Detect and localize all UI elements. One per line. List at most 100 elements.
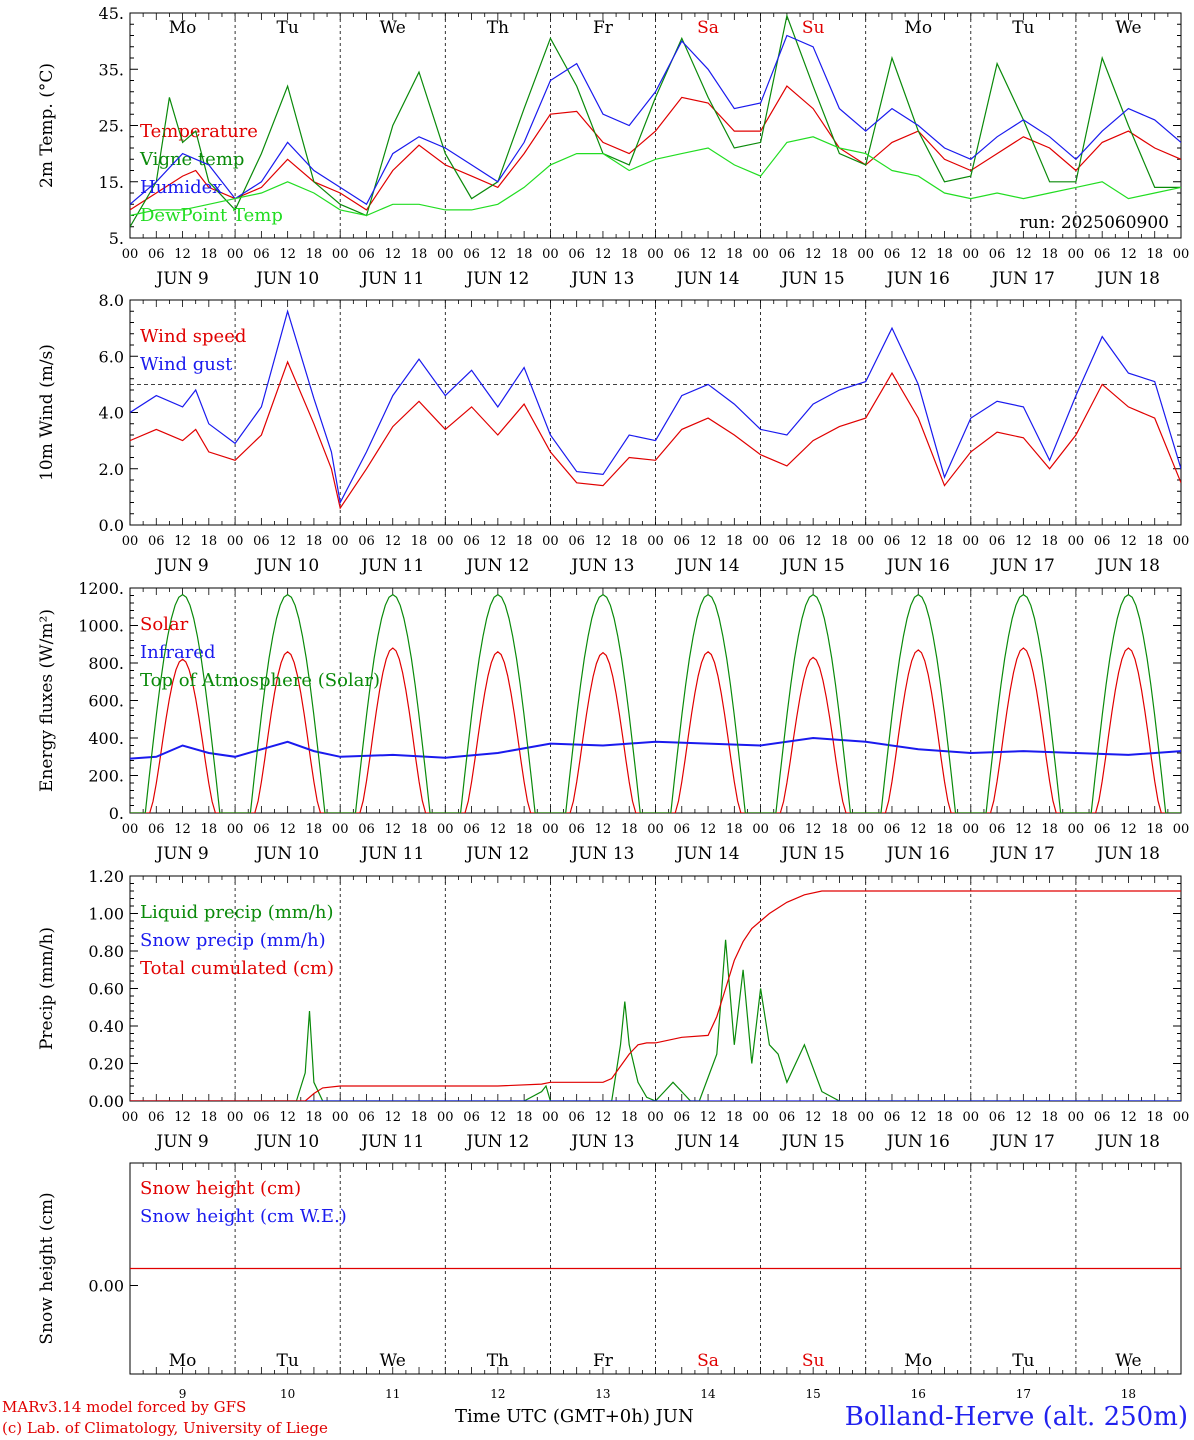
y-tick-label: 0.20 — [88, 1055, 124, 1074]
x-date-label: JUN 13 — [569, 269, 634, 289]
x-hour-label: 18 — [831, 1110, 848, 1125]
x-hour-label: 12 — [174, 1110, 191, 1125]
x-date-label: JUN 13 — [569, 844, 634, 864]
series-line-3 — [130, 136, 1181, 217]
x-hour-label: 06 — [779, 822, 796, 837]
panel-1: 5. 15. 25. 35. 45. 2m Temp. (°C) 00 06 12 18 00 06 1… — [37, 4, 1189, 289]
x-hour-label: 06 — [358, 247, 375, 262]
x-date-label: JUN 16 — [885, 269, 950, 289]
x-hour-label: 06 — [674, 534, 691, 549]
x-hour-label: 00 — [1068, 247, 1085, 262]
x-hour-label: 06 — [358, 1110, 375, 1125]
x-hour-label: 00 — [963, 1110, 980, 1125]
x-hour-label: 18 — [621, 247, 638, 262]
x-hour-label: 00 — [857, 247, 874, 262]
x-hour-label: 12 — [384, 1110, 401, 1125]
y-tick-label: 0.60 — [88, 980, 124, 999]
series-line-0 — [130, 85, 1181, 211]
x-hour-label: 18 — [411, 1110, 428, 1125]
x-hour-label: 00 — [122, 247, 139, 262]
x-hour-label: 00 — [1173, 1110, 1190, 1125]
x-date-label: JUN 10 — [254, 1132, 319, 1152]
x-hour-label: 06 — [674, 822, 691, 837]
legend-entry-2: Total cumulated (cm) — [140, 958, 334, 979]
x-hour-label: 06 — [568, 1110, 585, 1125]
x-hour-label: 18 — [726, 1110, 743, 1125]
x-hour-label: 12 — [805, 534, 822, 549]
x-hour-label: 18 — [411, 534, 428, 549]
x-date-label: JUN 12 — [464, 1132, 529, 1152]
y-axis-title: Energy fluxes (W/m²) — [37, 609, 57, 792]
y-tick-label: 1.20 — [88, 867, 124, 886]
x-hour-label: 00 — [437, 822, 454, 837]
weekday-label: Sa — [697, 18, 719, 38]
x-hour-label: 06 — [779, 1110, 796, 1125]
x-hour-label: 18 — [201, 247, 218, 262]
x-hour-label: 12 — [910, 1110, 927, 1125]
x-hour-label: 06 — [463, 534, 480, 549]
y-tick-label: 800. — [88, 654, 124, 673]
x-hour-label: 06 — [358, 534, 375, 549]
x-hour-label: 12 — [595, 534, 612, 549]
x-hour-label: 12 — [490, 1110, 507, 1125]
weekday-label: Mo — [904, 1351, 932, 1371]
footer-station-name: Bolland-Herve (alt. 250m) — [844, 1402, 1188, 1432]
x-date-label: JUN 14 — [675, 844, 740, 864]
weekday-label: Sa — [697, 1351, 719, 1371]
day-number-label: 11 — [385, 1387, 400, 1401]
x-hour-label: 00 — [963, 534, 980, 549]
x-hour-label: 06 — [253, 534, 270, 549]
y-tick-label: 0. — [109, 804, 124, 823]
x-hour-label: 00 — [647, 534, 664, 549]
x-hour-label: 12 — [1120, 247, 1137, 262]
x-hour-label: 18 — [621, 1110, 638, 1125]
legend-entry-1: Vigne temp — [139, 149, 244, 170]
x-date-label: JUN 16 — [885, 1132, 950, 1152]
x-hour-label: 18 — [516, 247, 533, 262]
x-hour-label: 18 — [1041, 247, 1058, 262]
y-tick-label: 0.0 — [99, 516, 124, 535]
x-hour-label: 12 — [1120, 822, 1137, 837]
x-hour-label: 18 — [201, 1110, 218, 1125]
weekday-label: Su — [802, 1351, 825, 1371]
run-label: run: 2025060900 — [1020, 213, 1169, 233]
x-hour-label: 18 — [411, 247, 428, 262]
series-line-0 — [130, 939, 1181, 1101]
x-hour-label: 00 — [332, 534, 349, 549]
y-tick-label: 35. — [99, 60, 124, 79]
footer-lab-credit: (c) Lab. of Climatology, University of L… — [2, 1419, 328, 1437]
x-date-label: JUN 18 — [1095, 556, 1160, 576]
y-tick-label: 1.00 — [88, 905, 124, 924]
x-date-label: JUN 10 — [254, 844, 319, 864]
series-line-2 — [130, 34, 1181, 206]
x-hour-label: 00 — [857, 1110, 874, 1125]
legend-entry-1: Wind gust — [140, 354, 233, 375]
x-date-label: JUN 15 — [780, 269, 845, 289]
x-hour-label: 12 — [805, 247, 822, 262]
weekday-label: Fr — [593, 1351, 614, 1371]
x-hour-label: 00 — [332, 822, 349, 837]
x-hour-label: 12 — [174, 247, 191, 262]
weekday-label: Tu — [1012, 18, 1034, 38]
y-axis-title: Precip (mm/h) — [37, 927, 57, 1050]
x-hour-label: 12 — [384, 822, 401, 837]
day-number-label: 14 — [700, 1387, 716, 1401]
x-hour-label: 06 — [358, 822, 375, 837]
legend-entry-0: Liquid precip (mm/h) — [140, 902, 334, 923]
x-hour-label: 12 — [174, 822, 191, 837]
x-hour-label: 18 — [936, 534, 953, 549]
x-hour-label: 06 — [1094, 822, 1111, 837]
panel-2: 0.0 2.0 4.0 6.0 8.0 10m Wind (m/s) 00 06 12 18 00 0… — [37, 291, 1189, 576]
x-hour-label: 18 — [936, 247, 953, 262]
x-hour-label: 12 — [1015, 247, 1032, 262]
x-date-label: JUN 11 — [359, 844, 424, 864]
x-hour-label: 00 — [1173, 822, 1190, 837]
x-hour-label: 12 — [490, 247, 507, 262]
x-hour-label: 18 — [516, 822, 533, 837]
x-date-label: JUN 17 — [990, 1132, 1055, 1152]
x-hour-label: 00 — [227, 247, 244, 262]
y-tick-label: 45. — [99, 4, 124, 23]
x-hour-label: 12 — [700, 534, 717, 549]
x-hour-label: 12 — [700, 822, 717, 837]
x-hour-label: 00 — [332, 1110, 349, 1125]
